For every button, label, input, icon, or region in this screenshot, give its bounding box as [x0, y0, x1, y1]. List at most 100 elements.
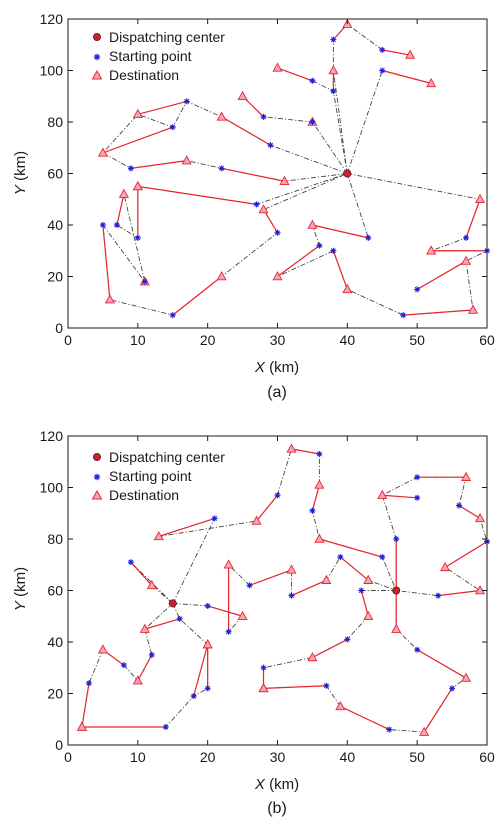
x-tick-label: 10	[130, 332, 146, 348]
destination-marker	[286, 443, 297, 453]
start-marker	[127, 165, 134, 172]
task-line	[207, 605, 243, 617]
legend: Dispatching center Starting point Destin…	[91, 29, 225, 83]
start-marker	[330, 36, 337, 43]
start-marker	[169, 124, 176, 131]
route-path	[381, 476, 488, 597]
start-marker	[260, 113, 267, 120]
task-line	[339, 556, 369, 581]
y-tick-label: 0	[55, 320, 63, 336]
destination-marker	[216, 271, 227, 281]
start-marker	[309, 507, 316, 514]
task-line	[137, 185, 257, 205]
legend-center-marker	[93, 453, 102, 462]
start-marker	[253, 201, 260, 208]
destination-marker	[363, 610, 374, 621]
task-line	[311, 484, 320, 511]
y-tick-label: 100	[40, 63, 64, 79]
legend-center-marker	[93, 33, 102, 42]
start-marker	[260, 664, 267, 671]
start-marker	[190, 693, 197, 700]
start-marker	[344, 636, 351, 643]
task-line	[340, 705, 390, 731]
legend-dest-label: Destination	[109, 487, 179, 503]
start-marker	[148, 651, 155, 658]
destination-marker	[405, 49, 416, 59]
start-marker	[225, 628, 232, 635]
task-line	[102, 224, 111, 300]
x-axis-label: X (km)	[254, 776, 299, 793]
destination-marker	[132, 675, 143, 685]
task-line	[312, 638, 348, 658]
task-line	[144, 618, 180, 630]
route-path	[347, 173, 488, 262]
dispatch-center-marker	[168, 599, 177, 608]
destination-marker	[474, 585, 486, 595]
task-line	[319, 538, 383, 558]
task-line	[444, 541, 488, 568]
task-line	[291, 579, 327, 597]
start-marker	[218, 165, 225, 172]
start-marker	[169, 312, 176, 319]
legend-start-marker	[93, 473, 101, 481]
start-marker	[379, 554, 386, 561]
task-line	[403, 309, 474, 316]
start-marker	[414, 646, 421, 653]
destination-marker	[181, 155, 192, 165]
destination-marker	[307, 652, 318, 662]
start-marker	[141, 278, 148, 285]
destination-marker	[272, 62, 283, 72]
start-marker	[316, 451, 323, 458]
markers-layer	[76, 443, 490, 736]
destination-marker	[307, 219, 318, 229]
task-line	[382, 49, 411, 56]
destination-marker	[391, 623, 402, 633]
start-marker	[162, 723, 169, 730]
task-line	[172, 276, 223, 316]
task-line	[221, 116, 271, 146]
task-line	[416, 260, 467, 290]
x-tick-label: 40	[340, 749, 356, 765]
x-tick-label: 50	[409, 749, 425, 765]
start-marker	[316, 242, 323, 249]
task-line	[312, 224, 369, 239]
destination-marker	[335, 700, 346, 711]
task-line	[130, 561, 153, 586]
destination-marker	[146, 579, 157, 590]
y-tick-label: 120	[40, 11, 64, 27]
y-tick-label: 120	[40, 428, 64, 444]
destination-marker	[460, 471, 472, 481]
start-marker	[393, 536, 400, 542]
axes-layer: 0 10 20 30 40 50 60 0 20 40 60 80 100 120	[40, 428, 495, 765]
route-path	[158, 448, 397, 604]
destination-marker	[97, 644, 108, 654]
start-marker	[323, 682, 330, 689]
task-line	[116, 193, 125, 226]
task-line	[438, 589, 481, 597]
route-path	[332, 23, 411, 174]
x-tick-label: 0	[64, 749, 72, 765]
task-line	[465, 199, 481, 239]
destination-marker	[460, 255, 472, 265]
task-line	[277, 245, 320, 277]
y-tick-label: 100	[40, 480, 64, 496]
task-line	[277, 67, 313, 82]
start-marker	[85, 680, 92, 687]
destination-marker	[258, 682, 269, 693]
start-marker	[330, 88, 337, 95]
legend-start-marker	[93, 53, 101, 61]
route-path	[81, 603, 209, 728]
task-line	[458, 505, 481, 519]
start-marker	[309, 119, 316, 125]
start-marker	[358, 587, 365, 594]
start-marker	[463, 234, 470, 241]
start-marker	[414, 474, 421, 481]
task-line	[423, 688, 453, 733]
destination-marker	[237, 90, 248, 101]
y-tick-label: 20	[47, 686, 63, 702]
destination-marker	[426, 77, 437, 88]
task-line	[382, 69, 432, 84]
task-line	[158, 517, 215, 537]
start-marker	[99, 222, 106, 228]
task-line	[81, 683, 90, 728]
